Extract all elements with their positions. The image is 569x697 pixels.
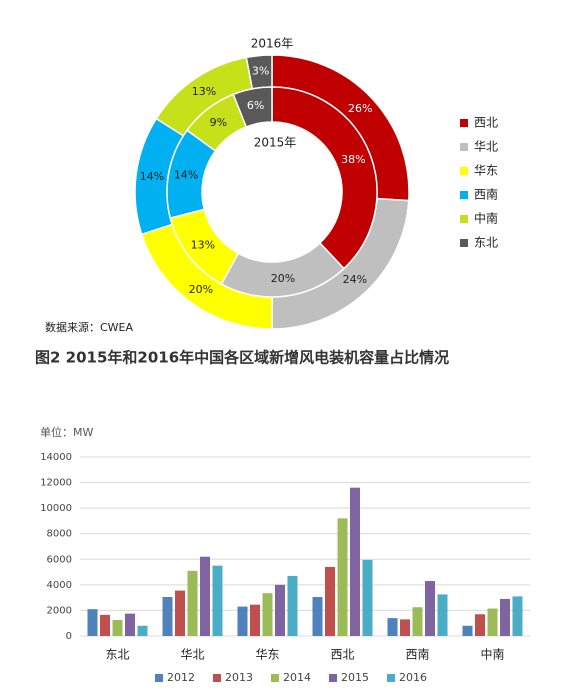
legend-label: 西北 — [474, 116, 498, 130]
bar — [337, 518, 348, 636]
bar — [175, 590, 185, 636]
unit-label: 单位：MW — [40, 425, 93, 439]
y-tick-label: 0 — [66, 631, 72, 642]
bar — [125, 613, 135, 636]
legend-label: 东北 — [474, 236, 498, 250]
slice-label: 13% — [191, 239, 215, 252]
slice-label: 14% — [140, 170, 164, 183]
x-tick-label: 西南 — [405, 647, 429, 662]
bar — [137, 625, 148, 636]
bar — [500, 598, 510, 636]
bar — [287, 575, 298, 636]
y-tick-label: 14000 — [40, 452, 72, 463]
legend-swatch — [155, 674, 163, 682]
y-tick-label: 4000 — [47, 580, 72, 591]
legend-swatch — [460, 239, 468, 247]
slice-label: 20% — [189, 283, 213, 296]
slice-label: 26% — [348, 102, 372, 115]
legend-label: 华东 — [474, 164, 498, 178]
bar — [212, 565, 223, 636]
legend-swatch — [460, 167, 468, 175]
slice-label: 38% — [341, 153, 365, 166]
slice-label: 13% — [192, 85, 216, 98]
bar — [400, 619, 410, 636]
series-label: 2015年 — [254, 136, 297, 150]
bar — [412, 607, 423, 636]
source: 数据来源：CWEA — [45, 320, 134, 334]
x-tick-label: 华东 — [255, 648, 279, 662]
donut-slice — [232, 86, 273, 128]
legend-swatch — [329, 674, 337, 682]
slice-label: 14% — [174, 169, 198, 182]
bar — [325, 566, 335, 636]
x-tick-label: 华北 — [180, 648, 204, 662]
bar — [162, 597, 173, 636]
slice-label: 20% — [271, 272, 295, 285]
slice-label: 24% — [343, 273, 367, 286]
slice-label: 3% — [252, 65, 269, 78]
bar — [262, 593, 273, 636]
legend-label: 2015 — [341, 671, 369, 684]
y-tick-label: 8000 — [47, 529, 72, 540]
bar — [250, 604, 260, 636]
bar — [100, 614, 110, 636]
x-tick-label: 西北 — [330, 648, 354, 662]
bar — [487, 608, 498, 636]
slice-label: 9% — [210, 116, 227, 129]
bar — [275, 584, 285, 636]
legend-label: 2014 — [283, 671, 311, 684]
legend-swatch — [460, 119, 468, 127]
bar — [512, 596, 523, 636]
bar — [437, 594, 448, 636]
legend-label: 2016 — [399, 671, 427, 684]
legend-swatch — [460, 143, 468, 151]
bar — [350, 487, 360, 636]
bar — [200, 556, 210, 636]
legend-swatch — [271, 674, 279, 682]
y-tick-label: 10000 — [40, 503, 72, 514]
bar — [312, 597, 323, 636]
bar — [387, 618, 398, 636]
bar — [187, 570, 198, 636]
legend-label: 中南 — [474, 211, 498, 226]
chart-title: 图2 2015年和2016年中国各区域新增风电装机容量占比情况 — [35, 349, 449, 367]
x-tick-label: 东北 — [105, 648, 129, 662]
y-tick-label: 12000 — [40, 478, 72, 489]
donut-slice — [271, 86, 378, 270]
series-label: 2016年 — [251, 37, 294, 51]
legend-label: 华北 — [474, 140, 498, 154]
bar — [362, 559, 373, 636]
bar — [112, 620, 123, 636]
bar — [462, 625, 473, 636]
y-tick-label: 6000 — [47, 554, 72, 565]
slice-label: 6% — [247, 99, 264, 112]
legend-label: 2012 — [167, 671, 195, 684]
legend-swatch — [460, 191, 468, 199]
legend-swatch — [213, 674, 221, 682]
bar — [237, 606, 248, 636]
x-tick-label: 中南 — [480, 647, 504, 662]
bar — [87, 609, 98, 636]
legend-swatch — [460, 215, 468, 223]
legend-swatch — [387, 674, 395, 682]
legend-label: 2013 — [225, 671, 253, 684]
bar — [475, 614, 485, 636]
y-tick-label: 2000 — [47, 605, 72, 616]
bar — [425, 581, 435, 636]
legend-label: 西南 — [474, 187, 498, 202]
